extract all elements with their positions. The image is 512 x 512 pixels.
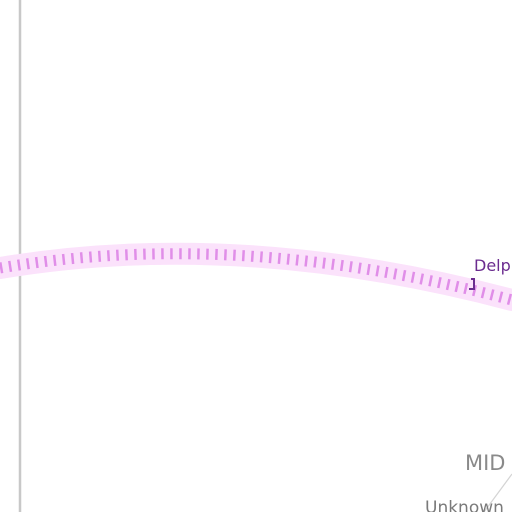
rail-line-glow bbox=[0, 242, 512, 311]
district-label: MID bbox=[465, 451, 506, 475]
station-marker-icon[interactable] bbox=[469, 278, 475, 290]
area-label: Unknown bbox=[425, 498, 504, 512]
street-line bbox=[483, 473, 512, 512]
station-label[interactable]: Delp bbox=[474, 256, 511, 275]
